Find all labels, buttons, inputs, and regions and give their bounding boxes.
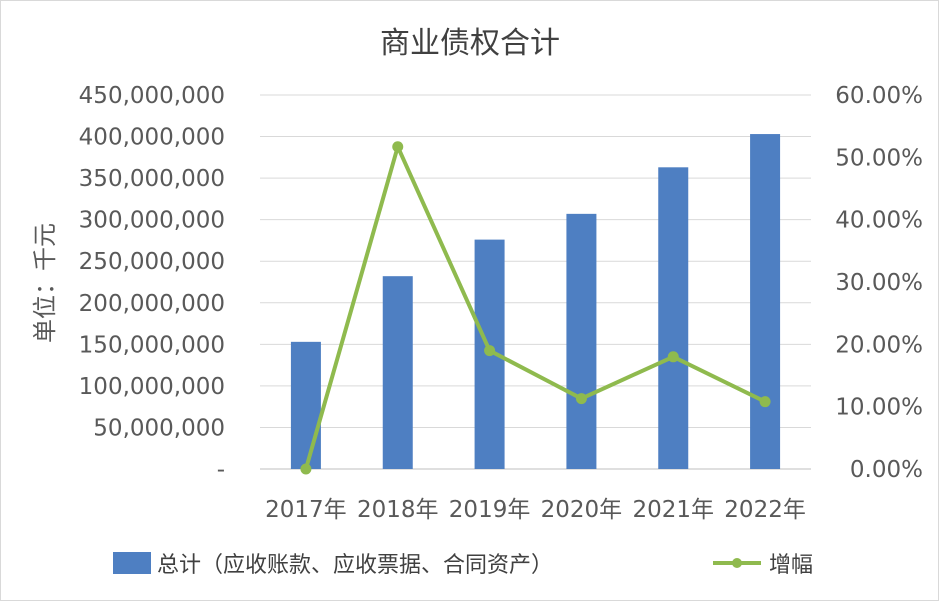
line-point [667,351,679,363]
growth-line [303,144,766,470]
bar [750,134,781,469]
left-tick-label: 150,000,000 [79,332,225,358]
left-axis-ticks: - 50,000,000 100,000,000 150,000,000 200,000… [79,83,225,483]
legend: 总计（应收账款、应收票据、合同资产） 增幅 [113,552,813,578]
left-tick-label: 400,000,000 [79,125,225,151]
bar [658,167,689,469]
left-tick-label: 350,000,000 [79,166,225,192]
x-tick-label: 2017年 [265,497,347,523]
bar [382,276,413,469]
y-axis-label: 单位：千元 [31,223,59,343]
left-tick-label: 450,000,000 [79,83,225,109]
right-axis-ticks: 0.00% 10.00% 20.00% 30.00% 40.00% 50.00% 60.00… [835,83,923,483]
legend-line-marker [732,558,742,568]
right-tick-label: 50.00% [835,145,923,171]
legend-bar-label: 总计（应收账款、应收票据、合同资产） [157,553,553,578]
x-tick-label: 2020年 [541,497,623,523]
left-tick-label: 50,000,000 [93,415,225,441]
left-tick-label: 300,000,000 [79,208,225,234]
line-point [759,396,771,408]
right-tick-label: 20.00% [835,332,923,358]
left-tick-label: 100,000,000 [79,374,225,400]
x-axis-ticks: 2017年 2018年 2019年 2020年 2021年 2022年 [265,497,806,523]
line-point [300,463,312,475]
right-tick-label: 40.00% [835,208,923,234]
bar [566,213,597,469]
line-series [300,141,771,475]
x-tick-label: 2018年 [357,497,439,523]
bar [290,341,321,469]
legend-bar-swatch [113,552,151,574]
x-tick-label: 2019年 [449,497,531,523]
right-tick-label: 0.00% [850,457,923,483]
x-tick-label: 2022年 [724,497,806,523]
line-point [392,141,404,153]
left-tick-label: 200,000,000 [79,291,225,317]
line-point [575,393,587,405]
legend-line-label: 增幅 [769,553,813,578]
chart-title: 商业债权合计 [380,26,560,61]
line-point [484,345,496,357]
right-tick-label: 10.00% [835,395,923,421]
left-tick-label: - [217,457,225,483]
x-tick-label: 2021年 [632,497,714,523]
right-tick-label: 60.00% [835,83,923,109]
right-tick-label: 30.00% [835,270,923,296]
left-tick-label: 250,000,000 [79,249,225,275]
gridlines [260,94,811,470]
bar-series [290,134,781,469]
